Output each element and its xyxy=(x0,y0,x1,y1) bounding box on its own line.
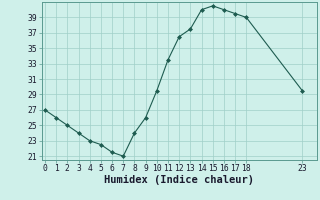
X-axis label: Humidex (Indice chaleur): Humidex (Indice chaleur) xyxy=(104,175,254,185)
